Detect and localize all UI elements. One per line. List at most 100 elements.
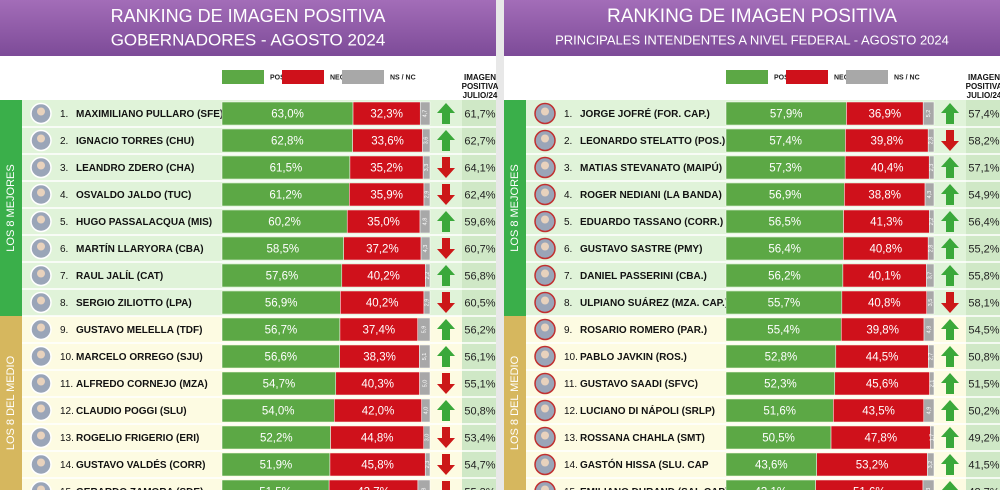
name: MARTÍN LLARYORA (CBA) (76, 242, 204, 255)
ns-label: 2,9 (424, 299, 430, 307)
photo-face (541, 404, 549, 413)
name: LEONARDO STELATTO (POS.) (580, 136, 725, 147)
title: RANKING DE IMAGEN POSITIVA (111, 6, 386, 26)
photo-face (541, 215, 549, 224)
bar-segment (419, 344, 431, 369)
rank: 4. (564, 190, 572, 201)
rank: 12. (60, 406, 74, 417)
value-label: 52,3% (764, 379, 797, 391)
value-label: 51,9% (260, 460, 293, 472)
bar-segment (421, 398, 431, 423)
reference-value: 56,1% (464, 351, 495, 363)
ns-label: 2,1 (929, 380, 935, 388)
value-label: 36,9% (869, 109, 902, 121)
value-label: 37,2% (366, 244, 399, 256)
rank: 8. (60, 298, 68, 309)
photo-face (37, 161, 45, 170)
group-strip (0, 100, 22, 316)
bar-segment (930, 425, 935, 450)
bar-segment (425, 263, 431, 288)
photo-face (37, 323, 45, 332)
name: GUSTAVO SAADI (SFVC) (580, 379, 698, 390)
name: ROGER NEDIANI (LA BANDA) (580, 190, 722, 201)
name: OSVALDO JALDO (TUC) (76, 190, 191, 201)
photo-face (541, 458, 549, 467)
value-label: 54,7% (263, 379, 296, 391)
bar-segment (422, 128, 431, 153)
arrow-down (442, 481, 450, 490)
arrow-down (941, 130, 959, 151)
legend-label: NS / NC (894, 74, 920, 81)
value-label: 41,3% (870, 217, 903, 229)
photo-face (541, 350, 549, 359)
photo-face (37, 107, 45, 116)
name: ULPIANO SUÁREZ (MZA. CAP.) (580, 296, 728, 309)
bar-segment (419, 209, 431, 234)
photo-face (541, 296, 549, 305)
bar-segment (926, 263, 935, 288)
reference-value: 42,7% (968, 486, 999, 490)
value-label: 56,7% (265, 325, 298, 337)
ns-label: 5,0 (422, 380, 428, 388)
arrow-up (941, 481, 959, 490)
value-label: 57,3% (769, 163, 802, 175)
subtitle: GOBERNADORES - AGOSTO 2024 (111, 30, 386, 49)
bar-segment (815, 479, 924, 490)
ns-label: 4,3 (927, 191, 933, 199)
bar-segment (922, 101, 935, 126)
name: GERARDO ZAMORA (SDE) (76, 487, 203, 490)
ns-label: 4,3 (423, 245, 429, 253)
header (504, 0, 1000, 56)
rank: 14. (60, 460, 74, 471)
photo-face (37, 134, 45, 143)
rank: 14. (564, 460, 578, 471)
rank: 9. (564, 325, 572, 336)
value-label: 52,2% (260, 433, 293, 445)
value-label: 50,5% (762, 433, 795, 445)
reference-value: 54,7% (464, 459, 495, 471)
arrow-down (437, 157, 455, 178)
ns-label: 4,8 (926, 326, 932, 334)
ns-label: 3,0 (424, 434, 430, 442)
name: ROSSANA CHAHLA (SMT) (580, 433, 705, 444)
value-label: 39,8% (866, 325, 899, 337)
photo-face (37, 377, 45, 386)
reference-value: 58,1% (968, 297, 999, 309)
arrow-up (941, 400, 959, 421)
name: EMILIANO DURAND (SAL.CAP) (580, 487, 728, 490)
value-label: 45,6% (866, 379, 899, 391)
bar-segment (927, 452, 935, 477)
bar-segment (417, 317, 431, 342)
value-label: 51,6% (763, 406, 796, 418)
name: LEANDRO ZDERO (CHA) (76, 163, 194, 174)
bar-segment (419, 371, 431, 396)
ns-label: 5,2 (926, 110, 932, 118)
value-label: 56,9% (265, 298, 298, 310)
ns-label: 3,7 (928, 272, 934, 280)
photo-face (541, 485, 549, 490)
ns-label: 2,3 (929, 164, 935, 172)
name: MAXIMILIANO PULLARO (SFE) (76, 109, 223, 120)
arrow-up (437, 346, 455, 367)
reference-value: 64,1% (464, 162, 495, 174)
bar-segment (423, 425, 431, 450)
value-label: 56,2% (768, 271, 801, 283)
photo-face (541, 107, 549, 116)
value-label: 40,8% (868, 298, 901, 310)
name: ROSARIO ROMERO (PAR.) (580, 325, 707, 336)
bar-segment (423, 290, 431, 315)
reference-value: 51,5% (968, 378, 999, 390)
rank: 3. (564, 163, 572, 174)
ns-label: 3,6 (424, 137, 430, 145)
bar-segment (420, 236, 431, 261)
value-label: 43,5% (862, 406, 895, 418)
ns-label: 4,7 (423, 110, 429, 118)
arrow-up (941, 346, 959, 367)
photo-face (37, 269, 45, 278)
rank: 15. (60, 487, 74, 490)
photo-face (37, 215, 45, 224)
ns-label: 5,8 (421, 488, 427, 490)
ns-label: 4,8 (422, 218, 428, 226)
arrow-down (437, 427, 455, 448)
name: SERGIO ZILIOTTO (LPA) (76, 298, 192, 309)
